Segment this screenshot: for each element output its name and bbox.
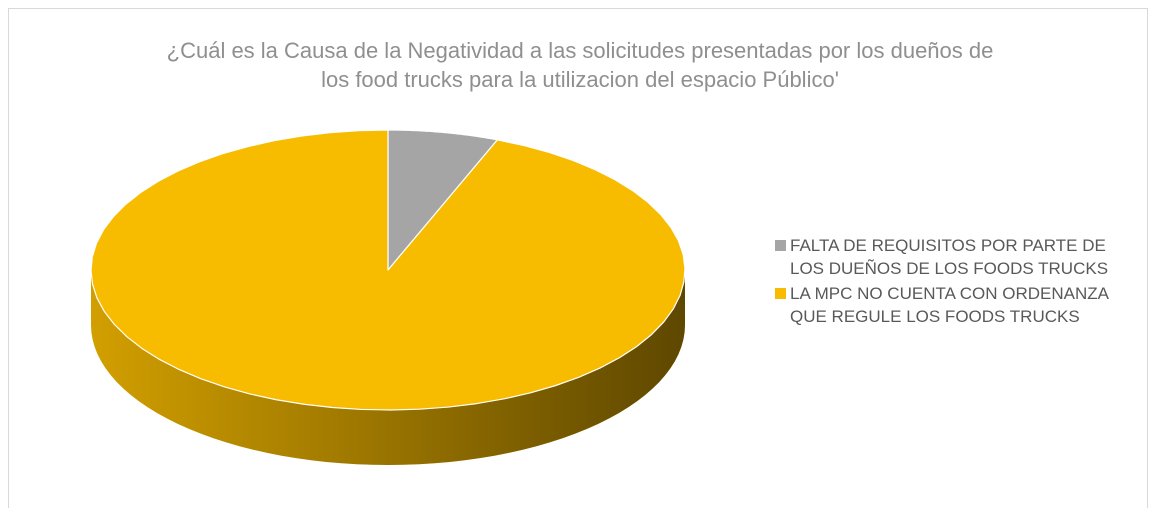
chart-frame [8,8,1148,508]
pie-slice [387,129,498,271]
legend-label: FALTA DE REQUISITOS POR PARTE DE LOS DUE… [790,236,1109,278]
legend-label: LA MPC NO CUENTA CON ORDENANZA QUE REGUL… [790,284,1109,326]
legend: FALTA DE REQUISITOS POR PARTE DE LOS DUE… [775,234,1115,330]
legend-swatch [775,288,786,299]
legend-item: LA MPC NO CUENTA CON ORDENANZA QUE REGUL… [775,282,1115,328]
pie-side-shade [91,270,685,465]
pie-slice [90,129,686,411]
legend-item: FALTA DE REQUISITOS POR PARTE DE LOS DUE… [775,234,1115,280]
legend-swatch [775,240,786,251]
chart-title: ¿Cuál es la Causa de la Negatividad a la… [166,38,994,92]
